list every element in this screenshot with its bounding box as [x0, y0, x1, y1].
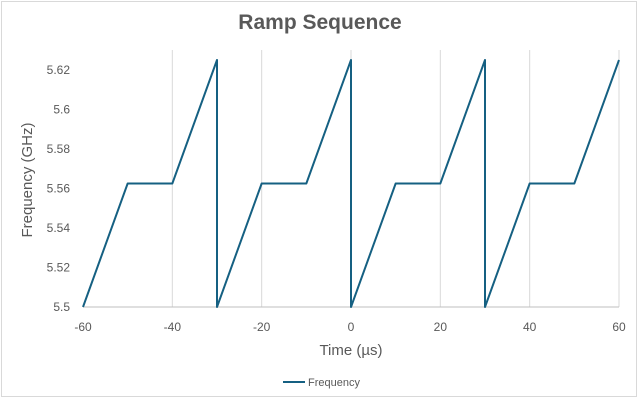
- x-tick-label: 20: [434, 320, 448, 334]
- y-tick-label: 5.52: [47, 260, 71, 274]
- x-tick-label: 60: [612, 320, 626, 334]
- y-tick-label: 5.58: [47, 142, 71, 156]
- legend-label-frequency: Frequency: [308, 377, 360, 389]
- y-tick-label: 5.5: [53, 300, 70, 314]
- chart-title: Ramp Sequence: [238, 11, 401, 34]
- series-layer: [82, 59, 620, 308]
- x-tick-label: -20: [253, 320, 271, 334]
- x-tick-label: -60: [74, 320, 92, 334]
- x-tick-label: 0: [348, 320, 355, 334]
- x-axis-title: Time (µs): [319, 342, 382, 359]
- x-tick-label: -40: [164, 320, 182, 334]
- y-tick-label: 5.56: [47, 181, 71, 195]
- series-line-frequency: [82, 59, 620, 308]
- x-axis-ticks: -60 -40 -20 0 20 40 60: [74, 320, 626, 334]
- y-tick-label: 5.62: [47, 63, 71, 77]
- legend: Frequency: [283, 377, 360, 389]
- y-tick-label: 5.6: [53, 102, 70, 116]
- y-tick-label: 5.54: [47, 221, 71, 235]
- x-tick-label: 40: [523, 320, 537, 334]
- y-axis-title: Frequency (GHz): [19, 122, 36, 237]
- gridlines: [171, 50, 620, 307]
- y-axis-ticks: 5.5 5.52 5.54 5.56 5.58 5.6 5.62: [47, 63, 71, 314]
